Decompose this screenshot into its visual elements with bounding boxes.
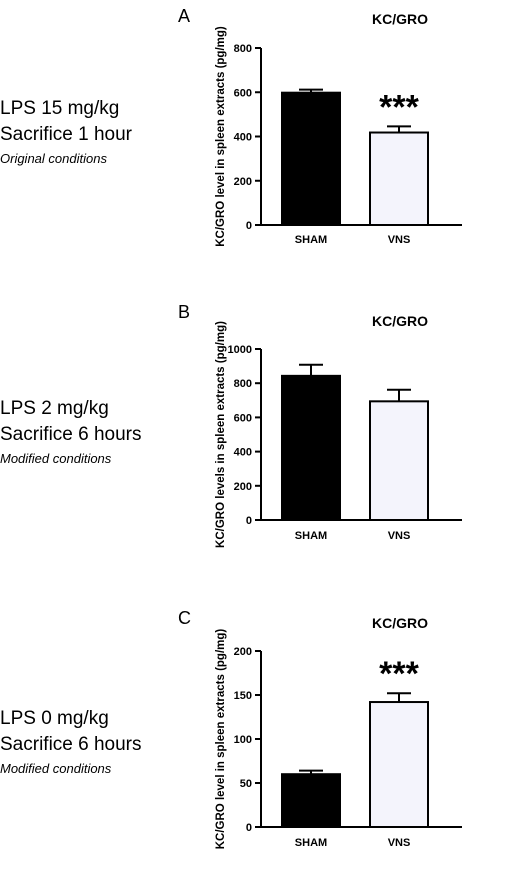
y-tick-label: 0 [246, 220, 252, 232]
y-tick-label: 50 [240, 778, 252, 790]
y-tick-label: 400 [234, 447, 252, 459]
bar-vns [369, 400, 429, 521]
y-tick-label: 0 [246, 515, 252, 527]
bar-sham [281, 374, 341, 521]
condition-note-a: Original conditions [0, 151, 107, 166]
y-axis-label: KC/GRO level in spleen extracts (pg/mg) [215, 26, 227, 247]
bar-sham [281, 773, 341, 829]
condition-sacrifice-a: Sacrifice 1 hour [0, 124, 133, 145]
y-tick-label: 1000 [228, 344, 252, 356]
panel-letter-b: B [178, 302, 191, 322]
y-tick-label: 600 [234, 412, 252, 424]
x-tick-label: SHAM [295, 837, 327, 849]
x-tick-label: VNS [388, 837, 411, 849]
bar-vns [369, 131, 429, 226]
panel-b: LPS 2 mg/kg Sacrifice 6 hours Modified c… [0, 302, 462, 548]
condition-dose-a: LPS 15 mg/kg [0, 98, 120, 119]
chart-title: KC/GRO [372, 11, 428, 27]
condition-note-c: Modified conditions [0, 761, 112, 776]
condition-sacrifice-b: Sacrifice 6 hours [0, 424, 142, 445]
x-tick-label: SHAM [295, 530, 327, 542]
bar-chart-b: KC/GRO KC/GRO levels in spleen extracts (… [215, 313, 462, 548]
condition-text-b: LPS 2 mg/kg Sacrifice 6 hours Modified c… [0, 396, 142, 468]
y-tick-label: 200 [234, 176, 252, 188]
bar-vns [369, 701, 429, 828]
y-tick-label: 200 [234, 481, 252, 493]
condition-dose-c: LPS 0 mg/kg [0, 708, 109, 729]
condition-text-a: LPS 15 mg/kg Sacrifice 1 hour Original c… [0, 96, 132, 168]
y-tick-label: 100 [234, 734, 252, 746]
condition-dose-b: LPS 2 mg/kg [0, 398, 109, 419]
bar-chart-a: KC/GRO KC/GRO level in spleen extracts (p… [215, 11, 462, 247]
y-tick-label: 150 [234, 690, 252, 702]
chart-title: KC/GRO [372, 615, 428, 631]
y-axis-label: KC/GRO levels in spleen extracts (pg/mg) [215, 321, 227, 548]
y-tick-label: 800 [234, 43, 252, 55]
y-tick-label: 800 [234, 378, 252, 390]
bar-sham [281, 91, 341, 226]
condition-text-c: LPS 0 mg/kg Sacrifice 6 hours Modified c… [0, 706, 142, 778]
x-tick-label: VNS [388, 234, 411, 246]
significance-marker: *** [379, 88, 419, 126]
condition-sacrifice-c: Sacrifice 6 hours [0, 734, 142, 755]
y-axis-label: KC/GRO level in spleen extracts (pg/mg) [215, 629, 227, 850]
y-tick-label: 600 [234, 87, 252, 99]
panel-a: LPS 15 mg/kg Sacrifice 1 hour Original c… [0, 0, 530, 290]
significance-marker: *** [379, 655, 419, 693]
y-tick-label: 400 [234, 132, 252, 144]
y-tick-label: 200 [234, 646, 252, 658]
x-tick-label: VNS [388, 530, 411, 542]
x-tick-label: SHAM [295, 234, 327, 246]
chart-title: KC/GRO [372, 313, 428, 329]
panel-letter-c: C [178, 608, 191, 628]
y-tick-label: 0 [246, 822, 252, 834]
condition-note-b: Modified conditions [0, 451, 112, 466]
panel-letter-a: A [178, 6, 191, 26]
